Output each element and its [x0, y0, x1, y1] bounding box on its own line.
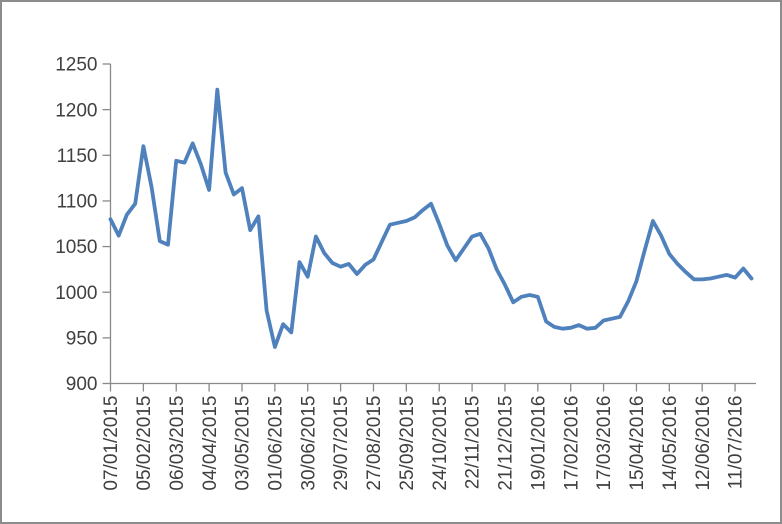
x-tick-label: 11/07/2016: [726, 396, 747, 490]
y-tick-label: 1150: [57, 146, 98, 167]
x-tick-label: 27/08/2015: [364, 396, 385, 491]
y-axis-labels: 900 950 1000 1050 1100 1150 1200 1250: [55, 55, 98, 395]
x-tick-label: 17/02/2016: [561, 396, 582, 491]
x-axis-labels: 07/01/2015 05/02/2015 06/03/2015 04/04/2015…: [101, 395, 747, 490]
x-tick-label: 24/10/2015: [430, 396, 451, 491]
x-tick-label: 21/12/2015: [496, 396, 517, 491]
x-tick-label: 12/06/2016: [693, 396, 714, 491]
series-group: [108, 87, 754, 349]
x-tick-label: 05/02/2015: [134, 396, 155, 491]
series-line: [108, 87, 754, 349]
x-tick-label: 25/09/2015: [397, 396, 418, 491]
x-tick-label: 30/06/2015: [298, 396, 319, 491]
y-tick-label: 950: [66, 329, 98, 350]
y-tick-label: 1200: [55, 100, 97, 121]
x-tick-label: 07/01/2015: [101, 396, 122, 491]
x-tick-label: 19/01/2016: [528, 396, 549, 491]
y-tick-label: 900: [66, 374, 98, 395]
axes: [102, 63, 756, 392]
x-tick-label: 17/03/2016: [594, 396, 615, 491]
x-tick-label: 03/05/2015: [233, 396, 254, 491]
y-tick-label: 1100: [57, 192, 98, 213]
y-tick-label: 1050: [55, 237, 97, 258]
x-tick-label: 14/05/2016: [660, 396, 681, 491]
y-tick-label: 1000: [55, 283, 97, 304]
y-tick-label: 1250: [55, 55, 97, 76]
x-tick-label: 06/03/2015: [167, 396, 188, 491]
x-tick-label: 22/11/2015: [463, 395, 484, 489]
x-tick-label: 15/04/2016: [627, 396, 648, 491]
x-tick-label: 01/06/2015: [266, 396, 287, 491]
x-tick-label: 29/07/2015: [331, 396, 352, 491]
x-tick-label: 04/04/2015: [200, 396, 221, 491]
